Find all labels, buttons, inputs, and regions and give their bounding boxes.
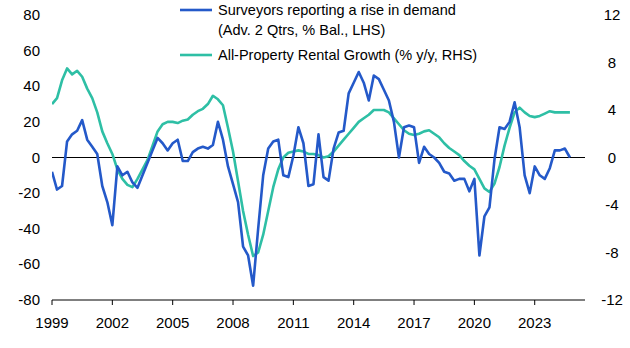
y-tick-label: 40	[23, 77, 40, 94]
x-tick	[293, 300, 294, 305]
y-tick-label: -40	[18, 220, 40, 237]
x-tick	[353, 300, 354, 305]
x-tick	[534, 300, 535, 305]
zero-line	[52, 157, 585, 158]
x-axis-line	[52, 300, 585, 301]
x-tick-label: 2011	[277, 314, 309, 331]
chart: -80-60-40-20020406080-12-8-4048121999200…	[0, 0, 630, 348]
legend-label-line: (Adv. 2 Qtrs, % Bal., LHS)	[218, 22, 385, 38]
y-tick-label: 20	[23, 113, 40, 130]
x-tick	[52, 300, 53, 305]
series-line	[52, 68, 570, 256]
y-tick-label: -80	[18, 291, 40, 308]
x-tick	[474, 300, 475, 305]
y-tick-label: -20	[18, 184, 40, 201]
legend-label-line: All-Property Rental Growth (% y/y, RHS)	[218, 47, 477, 63]
series-line	[52, 72, 570, 286]
y2-tick-label: -4	[605, 196, 618, 213]
legend-swatch	[180, 9, 212, 12]
y2-tick-label: 4	[608, 101, 616, 118]
y2-tick-label: 0	[608, 149, 616, 166]
x-tick-label: 2005	[156, 314, 189, 331]
x-tick-label: 1999	[35, 314, 68, 331]
x-tick-label: 2002	[96, 314, 129, 331]
y-tick-label: 60	[23, 42, 40, 59]
y2-tick-label: 8	[608, 54, 616, 71]
legend: Surveyors reporting a rise in demand (Adv…	[180, 2, 477, 63]
legend-label: Surveyors reporting a rise in demand (Adv…	[218, 2, 456, 38]
x-tick-label: 2017	[397, 314, 430, 331]
x-tick-label: 2020	[458, 314, 491, 331]
x-tick	[112, 300, 113, 305]
y2-tick-label: -12	[601, 291, 623, 308]
y-tick-label: 80	[23, 6, 40, 23]
plot-area	[52, 68, 570, 285]
axes: -80-60-40-20020406080-12-8-4048121999200…	[18, 6, 623, 331]
x-tick-label: 2008	[216, 314, 249, 331]
x-tick	[233, 300, 234, 305]
legend-label-line: Surveyors reporting a rise in demand	[218, 2, 456, 18]
legend-swatch	[180, 54, 212, 57]
x-tick-label: 2023	[518, 314, 551, 331]
y2-tick-label: 12	[604, 6, 621, 23]
y-tick-label: 0	[32, 149, 40, 166]
legend-label: All-Property Rental Growth (% y/y, RHS)	[218, 47, 477, 63]
y2-tick-label: -8	[605, 244, 618, 261]
y-tick-label: -60	[18, 255, 40, 272]
x-tick-label: 2014	[337, 314, 370, 331]
x-tick	[172, 300, 173, 305]
x-tick	[414, 300, 415, 305]
